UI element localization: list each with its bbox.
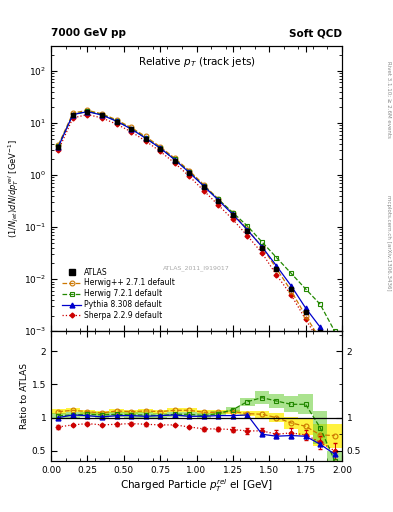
Legend: ATLAS, Herwig++ 2.7.1 default, Herwig 7.2.1 default, Pythia 8.308 default, Sherp: ATLAS, Herwig++ 2.7.1 default, Herwig 7.… bbox=[61, 266, 177, 322]
Text: 7000 GeV pp: 7000 GeV pp bbox=[51, 28, 126, 38]
Y-axis label: Ratio to ATLAS: Ratio to ATLAS bbox=[20, 363, 29, 429]
Text: Soft QCD: Soft QCD bbox=[289, 28, 342, 38]
X-axis label: Charged Particle $p^{rel}_T$ el [GeV]: Charged Particle $p^{rel}_T$ el [GeV] bbox=[120, 477, 273, 494]
Y-axis label: $(1/N_{jet})dN/dp^{rel}_{T}$ [GeV$^{-1}$]: $(1/N_{jet})dN/dp^{rel}_{T}$ [GeV$^{-1}$… bbox=[7, 139, 21, 238]
Text: ATLAS_2011_I919017: ATLAS_2011_I919017 bbox=[163, 266, 230, 271]
Text: Relative $p_T$ (track jets): Relative $p_T$ (track jets) bbox=[138, 55, 255, 69]
Text: mcplots.cern.ch [arXiv:1306.3436]: mcplots.cern.ch [arXiv:1306.3436] bbox=[386, 195, 391, 290]
Text: Rivet 3.1.10; ≥ 2.6M events: Rivet 3.1.10; ≥ 2.6M events bbox=[386, 61, 391, 138]
